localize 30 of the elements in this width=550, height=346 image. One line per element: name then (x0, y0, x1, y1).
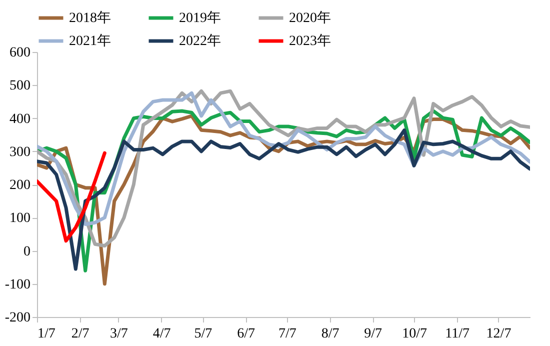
y-tick-label: -100 (4, 277, 30, 292)
y-tick-label: 0 (24, 244, 30, 260)
x-tick-label: 4/7 (152, 326, 171, 342)
legend-label: 2021年 (69, 33, 111, 49)
y-tick-label: 100 (10, 211, 30, 226)
x-tick-label: 5/7 (194, 326, 212, 342)
line-series (37, 89, 530, 248)
x-tick-label: 1/7 (38, 326, 56, 342)
x-tick-label: 11/7 (445, 326, 470, 342)
y-tick-label: 600 (10, 46, 30, 60)
line-series (37, 91, 530, 226)
y-tick-label: 400 (10, 112, 30, 127)
legend-label: 2018年 (69, 10, 111, 26)
y-tick-label: 300 (10, 144, 30, 160)
x-tick-label: 7/7 (278, 326, 296, 342)
y-tick-label: -200 (4, 310, 30, 326)
y-tick-label: 200 (10, 178, 30, 193)
legend-label: 2023年 (289, 33, 331, 49)
x-tick-label: 8/7 (321, 326, 340, 342)
x-tick-label: 10/7 (402, 326, 427, 342)
legend-label: 2022年 (179, 33, 221, 49)
x-tick-label: 3/7 (110, 326, 128, 342)
x-tick-label: 2/7 (71, 326, 90, 342)
legend-label: 2019年 (179, 10, 221, 26)
y-tick-label: 500 (10, 78, 30, 94)
legend-label: 2020年 (289, 10, 331, 26)
x-tick-label: 9/7 (364, 326, 382, 342)
x-tick-label: 12/7 (486, 326, 512, 342)
x-tick-label: 6/7 (237, 326, 255, 342)
line-series (37, 151, 106, 243)
